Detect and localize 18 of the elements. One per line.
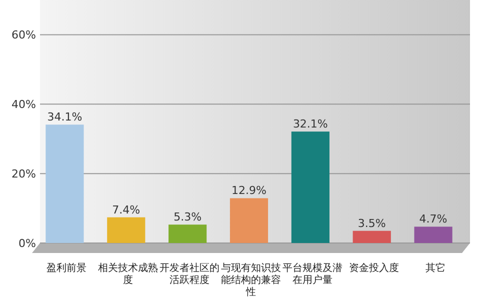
y-tick-label: 20% bbox=[12, 168, 36, 181]
y-tick-label: 60% bbox=[12, 28, 36, 42]
data-label: 32.1% bbox=[292, 118, 328, 131]
x-tick-label: 开发者社区的活跃程度 bbox=[160, 262, 220, 286]
x-tick-label: 其它 bbox=[425, 262, 446, 274]
data-label: 12.9% bbox=[232, 184, 266, 198]
y-tick-label: 40% bbox=[12, 98, 36, 112]
x-tick-label: 与现有知识技能结构的兼容性 bbox=[221, 262, 281, 298]
data-label: 7.4% bbox=[112, 203, 140, 216]
x-tick-label: 盈利前景 bbox=[46, 262, 87, 274]
x-tick-label: 平台规模及潜在用户量 bbox=[282, 262, 342, 286]
data-label: 3.5% bbox=[358, 216, 386, 230]
data-label: 34.1% bbox=[47, 110, 82, 124]
data-label: 5.3% bbox=[174, 210, 202, 224]
x-tick-label: 相关技术成熟度 bbox=[98, 262, 158, 286]
data-label: 4.7% bbox=[419, 212, 448, 226]
x-tick-label: 资金投入度 bbox=[348, 262, 399, 274]
y-tick-label: 0% bbox=[18, 237, 36, 250]
